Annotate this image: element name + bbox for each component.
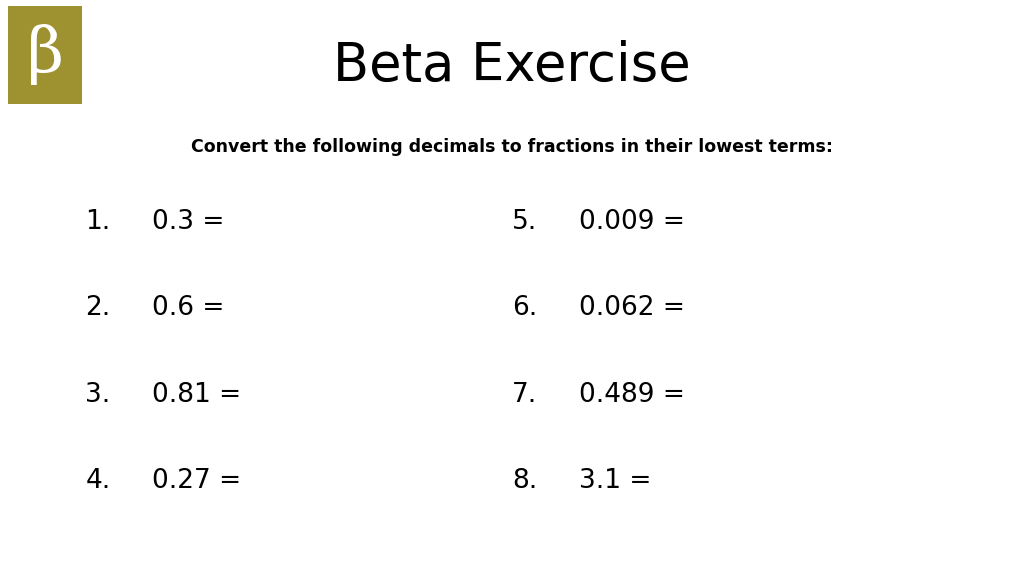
Text: 1.: 1. [85, 209, 111, 235]
Text: Convert the following decimals to fractions in their lowest terms:: Convert the following decimals to fracti… [191, 138, 833, 156]
Text: 0.009 =: 0.009 = [579, 209, 684, 235]
Text: 0.81 =: 0.81 = [152, 381, 241, 408]
Text: 0.3 =: 0.3 = [152, 209, 224, 235]
Text: β: β [27, 24, 63, 85]
Text: 0.27 =: 0.27 = [152, 468, 241, 494]
Text: 7.: 7. [512, 381, 538, 408]
FancyBboxPatch shape [8, 6, 82, 104]
Text: 6.: 6. [512, 295, 538, 321]
Text: 4.: 4. [85, 468, 111, 494]
Text: 5.: 5. [512, 209, 538, 235]
Text: 8.: 8. [512, 468, 538, 494]
Text: Beta Exercise: Beta Exercise [333, 40, 691, 92]
Text: 0.489 =: 0.489 = [579, 381, 684, 408]
Text: 3.1 =: 3.1 = [579, 468, 651, 494]
Text: 0.062 =: 0.062 = [579, 295, 684, 321]
Text: 3.: 3. [85, 381, 111, 408]
Text: 2.: 2. [85, 295, 111, 321]
Text: 0.6 =: 0.6 = [152, 295, 224, 321]
